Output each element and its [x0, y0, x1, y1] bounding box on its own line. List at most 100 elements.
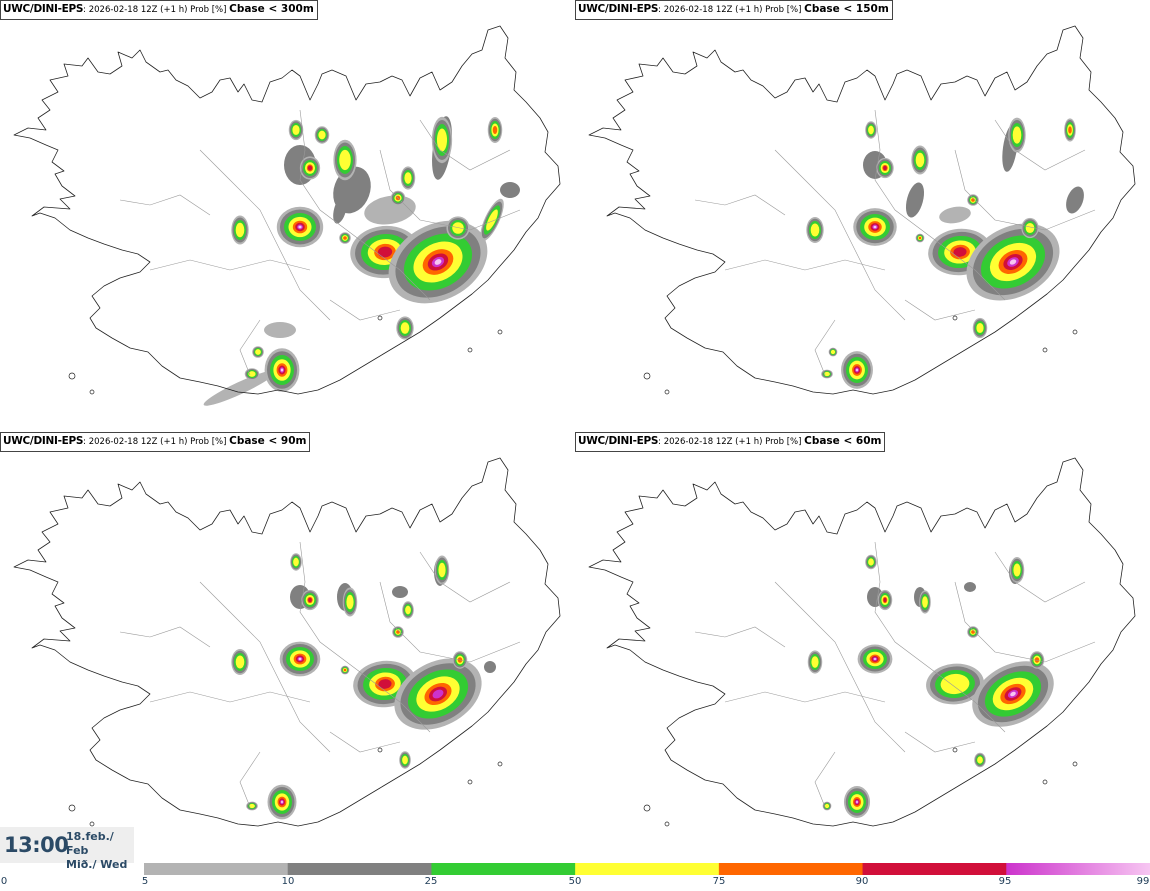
probability-area: [824, 371, 830, 377]
iceland-map: [13, 457, 561, 827]
probability-area: [307, 165, 313, 171]
probability-area: [203, 370, 277, 406]
island: [1042, 347, 1048, 353]
probability-area: [281, 800, 283, 804]
probability-area: [1013, 563, 1021, 577]
district-boundary: [379, 581, 521, 663]
island: [952, 747, 958, 753]
probability-area: [873, 658, 877, 660]
colorbar-bin: [862, 863, 1007, 875]
district-boundary: [119, 626, 211, 648]
island: [1072, 329, 1078, 335]
probability-area: [855, 368, 859, 372]
probability-area: [1009, 259, 1017, 265]
model-name: UWC/DINI-EPS: [3, 435, 84, 447]
district-boundary: [419, 551, 511, 603]
district-boundary: [724, 691, 886, 703]
district-boundary: [774, 149, 906, 321]
island: [1042, 779, 1048, 785]
run-info: : 2026-02-18 12Z (+1 h) Prob [%]: [83, 5, 230, 15]
probability-area: [436, 128, 448, 152]
probability-area: [824, 803, 830, 809]
probability-area: [1012, 126, 1022, 144]
probability-area: [248, 371, 256, 377]
tick-label: 95: [998, 876, 1012, 887]
probability-area: [292, 124, 300, 136]
colorbar-bin: [144, 863, 289, 875]
tick-label: 25: [424, 876, 438, 887]
probability-area: [378, 679, 392, 689]
district-boundary: [419, 119, 511, 171]
probability-area: [1010, 691, 1016, 697]
probability-area: [402, 755, 408, 765]
probability-colorbar: [144, 863, 1150, 875]
probability-area: [922, 596, 928, 608]
probability-area: [915, 152, 925, 168]
probability-area: [964, 582, 976, 592]
district-boundary: [904, 731, 976, 753]
probability-area: [249, 803, 255, 809]
island: [497, 329, 503, 335]
coastline: [13, 25, 561, 395]
colorbar-ticks: 0 5 10 25 50 75 90 95 99: [0, 876, 1150, 890]
probability-area: [810, 223, 820, 237]
valid-date-line-2: Mið./ Wed: [66, 858, 128, 871]
map-panel-cbase-300: UWC/DINI-EPS: 2026-02-18 12Z (+1 h) Prob…: [0, 0, 575, 432]
district-boundary: [994, 119, 1086, 171]
district-boundary: [199, 149, 331, 321]
probability-area: [343, 236, 347, 240]
island: [643, 804, 651, 812]
island: [68, 804, 76, 812]
district-boundary: [119, 194, 211, 216]
probability-area: [280, 368, 284, 372]
island: [89, 821, 95, 827]
probability-area: [255, 349, 261, 355]
probability-area: [883, 165, 887, 171]
district-boundary: [329, 299, 401, 321]
iceland-map: [588, 25, 1136, 395]
probability-area: [977, 756, 983, 764]
probability-area: [298, 657, 302, 661]
probability-layer: [807, 554, 1054, 818]
probability-layer: [203, 116, 520, 406]
probability-area: [971, 630, 975, 634]
colorbar-bin: [575, 863, 720, 875]
probability-area: [940, 673, 970, 695]
probability-area: [486, 209, 498, 231]
district-boundary: [814, 751, 836, 808]
island: [377, 315, 383, 321]
tick-label: 50: [568, 876, 582, 887]
run-info: : 2026-02-18 12Z (+1 h) Prob [%]: [658, 5, 805, 15]
island: [497, 761, 503, 767]
district-boundary: [874, 541, 1006, 733]
probability-area: [856, 800, 858, 804]
coastline: [588, 25, 1136, 395]
map-panel-cbase-150: UWC/DINI-EPS: 2026-02-18 12Z (+1 h) Prob…: [575, 0, 1150, 432]
tick-label: 75: [712, 876, 726, 887]
island: [467, 347, 473, 353]
district-boundary: [379, 149, 521, 231]
probability-area: [346, 594, 354, 610]
tick-label: 90: [855, 876, 869, 887]
probability-area: [1066, 186, 1084, 214]
probability-area: [293, 557, 299, 567]
probability-area: [868, 558, 874, 566]
panel-title: UWC/DINI-EPS: 2026-02-18 12Z (+1 h) Prob…: [575, 0, 893, 20]
probability-area: [333, 196, 347, 224]
land-area: [14, 26, 560, 394]
island: [1072, 761, 1078, 767]
probability-layer: [806, 117, 1084, 389]
valid-time-box: 13:00 18.feb./ Feb Mið./ Wed: [0, 827, 134, 871]
model-name: UWC/DINI-EPS: [3, 3, 84, 15]
district-boundary: [874, 109, 1006, 301]
probability-area: [235, 655, 245, 669]
probability-area: [500, 182, 520, 198]
district-boundary: [239, 319, 261, 376]
island: [664, 389, 670, 395]
district-boundary: [694, 626, 786, 648]
district-boundary: [814, 319, 836, 376]
run-info: : 2026-02-18 12Z (+1 h) Prob [%]: [658, 437, 805, 447]
probability-area: [404, 172, 412, 184]
map-panel-cbase-60: UWC/DINI-EPS: 2026-02-18 12Z (+1 h) Prob…: [575, 432, 1150, 864]
cbase-threshold: Cbase < 150m: [804, 3, 889, 15]
